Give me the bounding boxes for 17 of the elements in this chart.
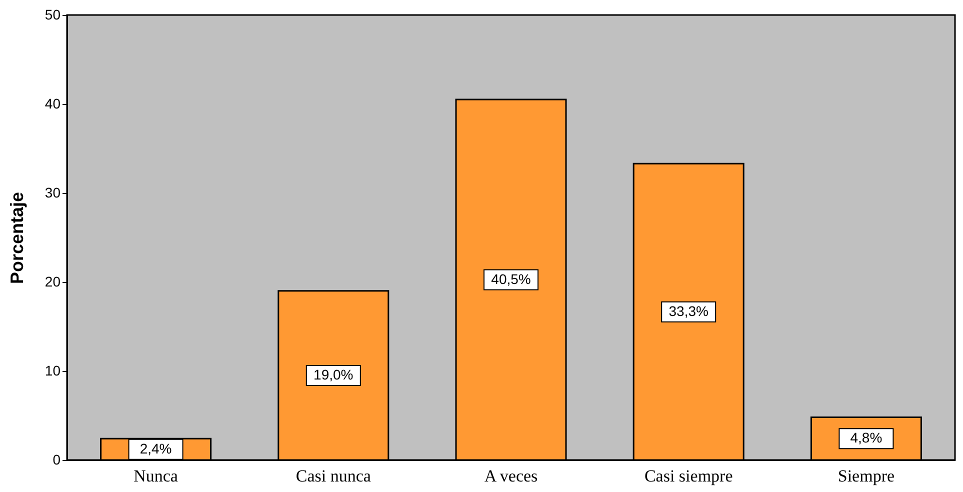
x-tick-label: Siempre — [838, 466, 895, 486]
x-tick-label: A veces — [484, 466, 538, 486]
data-label: 19,0% — [314, 366, 354, 382]
data-label: 40,5% — [491, 270, 531, 287]
data-label: 2,4% — [140, 440, 172, 456]
x-tick-label: Casi nunca — [296, 466, 372, 486]
x-tick-label: Nunca — [134, 466, 178, 486]
y-tick-label: 0 — [52, 452, 61, 468]
data-label: 4,8% — [850, 430, 882, 446]
y-tick-label: 20 — [44, 274, 61, 290]
y-tick-label: 40 — [44, 96, 61, 112]
y-axis-title: Porcentaje — [6, 192, 27, 284]
x-tick-label: Casi siempre — [644, 466, 733, 486]
y-tick-label: 30 — [44, 184, 61, 200]
data-label: 33,3% — [668, 302, 708, 319]
y-tick-label: 50 — [44, 6, 61, 22]
y-tick-label: 10 — [44, 362, 61, 378]
